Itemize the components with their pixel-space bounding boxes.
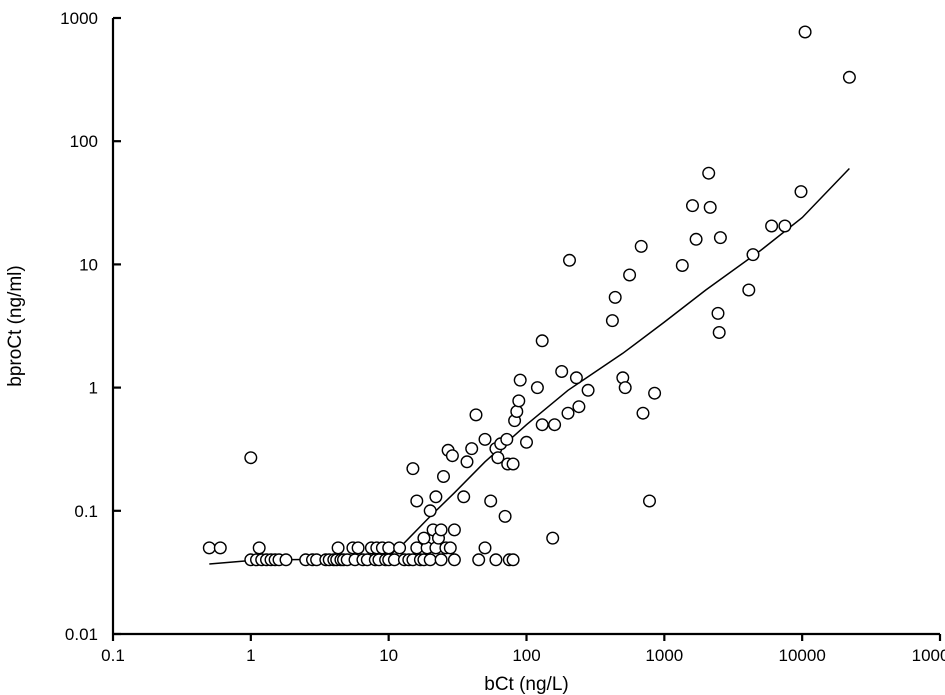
- data-point: [712, 326, 726, 340]
- y-tick-label: 10: [79, 255, 98, 274]
- x-tick-label: 10: [379, 646, 398, 665]
- data-point: [555, 365, 569, 379]
- data-point: [842, 70, 856, 84]
- y-ticks: 0.01 0.1 1 10 100 1000: [60, 9, 121, 644]
- data-point: [561, 406, 575, 420]
- x-tick-label: 1: [246, 646, 255, 665]
- data-point: [636, 406, 650, 420]
- data-point: [469, 408, 483, 422]
- data-point: [506, 457, 520, 471]
- data-point: [244, 451, 258, 465]
- data-point: [478, 432, 492, 446]
- data-point: [742, 283, 756, 297]
- x-tick-label: 100000: [912, 646, 945, 665]
- data-point: [202, 541, 216, 555]
- data-point: [498, 509, 512, 523]
- data-point: [447, 523, 461, 537]
- x-tick-label: 10000: [779, 646, 826, 665]
- data-point: [520, 435, 534, 449]
- data-point: [213, 541, 227, 555]
- data-point: [472, 553, 486, 567]
- data-point: [689, 232, 703, 246]
- data-point: [445, 449, 459, 463]
- x-tick-label: 1000: [645, 646, 683, 665]
- data-point: [460, 455, 474, 469]
- data-point: [572, 400, 586, 414]
- data-point: [279, 553, 293, 567]
- data-point: [465, 442, 479, 456]
- data-point: [443, 541, 457, 555]
- data-point: [648, 386, 662, 400]
- data-point: [548, 418, 562, 432]
- data-point: [491, 451, 505, 465]
- data-point: [608, 290, 622, 304]
- x-tick-label: 0.1: [101, 646, 125, 665]
- data-point: [500, 432, 514, 446]
- data-point: [713, 231, 727, 245]
- data-point: [457, 490, 471, 504]
- data-point: [513, 373, 527, 387]
- data-point: [434, 553, 448, 567]
- data-point: [393, 541, 407, 555]
- data-point: [581, 383, 595, 397]
- data-point: [382, 541, 396, 555]
- data-point: [447, 553, 461, 567]
- y-tick-label: 100: [70, 132, 98, 151]
- data-point: [423, 553, 437, 567]
- y-axis-title: bproCt (ng/ml): [5, 265, 26, 386]
- y-tick-label: 0.1: [74, 502, 98, 521]
- data-point: [530, 381, 544, 395]
- data-point: [675, 259, 689, 273]
- y-tick-label: 1000: [60, 9, 98, 28]
- data-point: [569, 371, 583, 385]
- data-point: [510, 405, 524, 419]
- data-point: [794, 185, 808, 199]
- data-point: [351, 541, 365, 555]
- data-point: [563, 253, 577, 267]
- x-ticks: 0.1 1 10 100 1000 10000 100000: [101, 634, 945, 665]
- data-point: [434, 523, 448, 537]
- data-point: [634, 239, 648, 253]
- data-point: [478, 541, 492, 555]
- data-point: [778, 219, 792, 233]
- data-point: [623, 268, 637, 282]
- data-point: [703, 200, 717, 214]
- data-point: [417, 531, 431, 545]
- data-point: [437, 470, 451, 484]
- x-tick-label: 100: [512, 646, 540, 665]
- data-point: [423, 504, 437, 518]
- data-point: [252, 541, 266, 555]
- fit-curve: [209, 167, 850, 565]
- data-point: [484, 494, 498, 508]
- data-point: [686, 199, 700, 213]
- data-point: [406, 462, 420, 476]
- y-tick-label: 0.01: [65, 625, 98, 644]
- data-point: [765, 219, 779, 233]
- data-point: [546, 531, 560, 545]
- data-point: [746, 248, 760, 262]
- data-point: [489, 553, 503, 567]
- data-point: [429, 490, 443, 504]
- data-point: [618, 381, 632, 395]
- data-point: [643, 494, 657, 508]
- data-point: [535, 418, 549, 432]
- data-point: [512, 394, 526, 408]
- data-points: [202, 25, 856, 567]
- data-point: [535, 334, 549, 348]
- data-point: [605, 314, 619, 328]
- data-point: [410, 494, 424, 508]
- data-point: [702, 166, 716, 180]
- data-point: [506, 553, 520, 567]
- data-point: [798, 25, 812, 39]
- y-tick-label: 1: [89, 379, 98, 398]
- x-axis-title: bCt (ng/L): [484, 674, 568, 695]
- data-point: [711, 306, 725, 320]
- data-point: [331, 541, 345, 555]
